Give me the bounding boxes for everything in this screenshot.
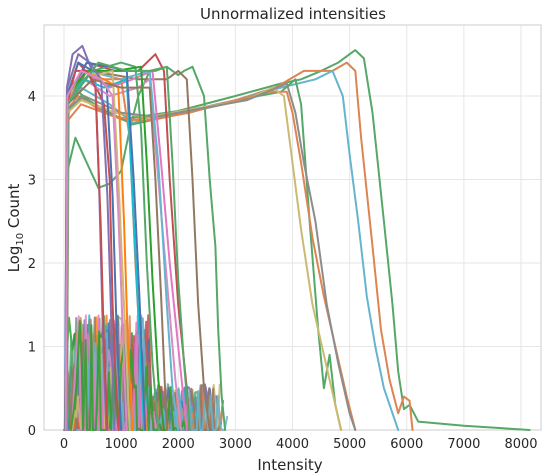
y-axis-label: Log10 Count <box>5 183 26 272</box>
plot-frame <box>43 24 542 431</box>
x-tick-label: 3000 <box>219 437 252 452</box>
x-tick-label: 5000 <box>333 437 366 452</box>
y-tick-labels: 0 1 2 3 4 <box>28 90 36 439</box>
x-tick-label: 7000 <box>447 437 480 452</box>
noise-trace <box>70 320 188 431</box>
x-tick-label: 8000 <box>504 437 537 452</box>
y-tick-label: 4 <box>28 90 36 105</box>
y-axis-label-tail: Count <box>5 183 23 232</box>
series-line <box>64 69 128 431</box>
x-axis-label: Intensity <box>257 456 322 474</box>
chart-title: Unnormalized intensities <box>200 5 386 23</box>
series-line <box>65 69 400 431</box>
x-tick-labels: 0 1000 2000 3000 4000 5000 6000 7000 8000 <box>60 437 538 452</box>
series-line <box>65 86 343 431</box>
x-tick-label: 0 <box>60 437 68 452</box>
y-tick-label: 0 <box>28 424 36 439</box>
y-axis-label-subscript: 10 <box>15 233 26 246</box>
y-tick-label: 3 <box>28 173 36 188</box>
x-tick-label: 2000 <box>162 437 195 452</box>
y-axis-label-main: Log <box>5 246 23 273</box>
series-line <box>64 69 109 431</box>
series-layer <box>64 44 531 431</box>
y-tick-label: 1 <box>28 340 36 355</box>
series-line <box>64 61 191 431</box>
x-tick-label: 4000 <box>276 437 309 452</box>
x-tick-label: 1000 <box>105 437 138 452</box>
y-tick-label: 2 <box>28 257 36 272</box>
series-line <box>64 53 116 431</box>
x-tick-label: 6000 <box>390 437 423 452</box>
